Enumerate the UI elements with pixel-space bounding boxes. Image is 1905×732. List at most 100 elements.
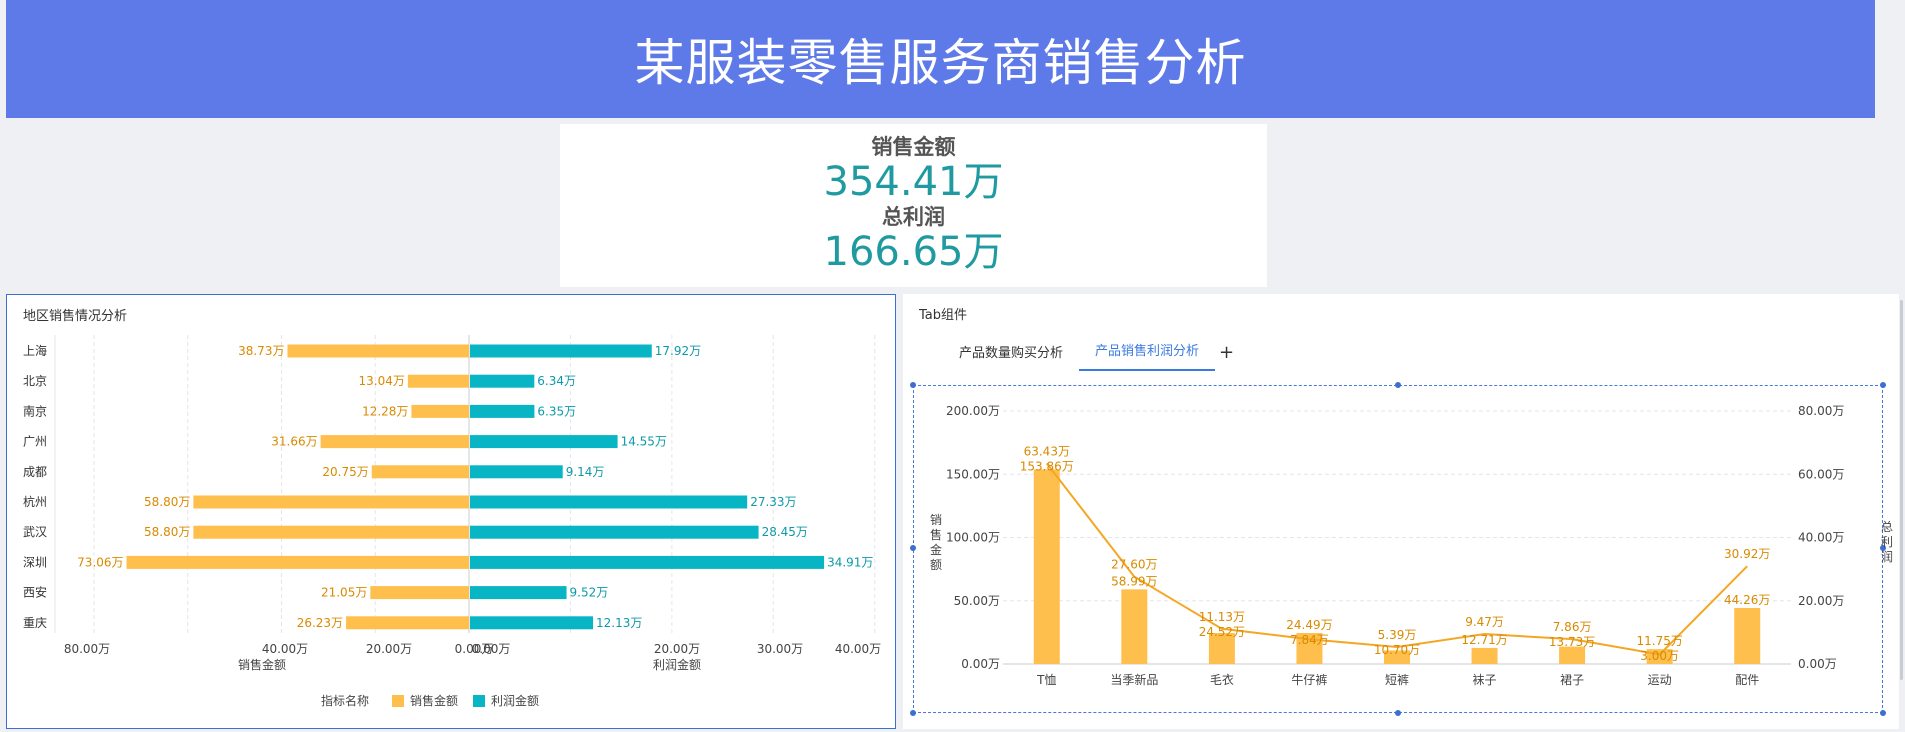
region-label: 南京 xyxy=(23,403,47,418)
tab-bar: 产品数量购买分析 产品销售利润分析 + xyxy=(943,340,1240,371)
left-axis-tick: 100.00万 xyxy=(946,531,1000,545)
profit-data-label: 34.91万 xyxy=(827,555,873,569)
left-axis-tick: 200.00万 xyxy=(946,404,1000,418)
profit-data-label: 17.92万 xyxy=(655,344,701,358)
chart-selection-box[interactable] xyxy=(910,382,1886,716)
profit-bar xyxy=(470,586,567,600)
sales-data-label: 31.66万 xyxy=(271,435,317,449)
profit-data-label: 7.86万 xyxy=(1553,620,1592,634)
right-axis-tick: 0.00万 xyxy=(472,642,511,656)
kpi-card: 销售金额 354.41万 总利润 166.65万 xyxy=(560,124,1267,287)
resize-handle-mr[interactable] xyxy=(1880,545,1886,551)
profit-bar xyxy=(470,404,535,418)
sales-data-label: 153.86万 xyxy=(1020,459,1074,473)
tab-component-panel[interactable]: Tab组件 产品数量购买分析 产品销售利润分析 + 0.00万 0.00万 50.0… xyxy=(903,294,1899,729)
region-label: 北京 xyxy=(23,374,47,388)
profit-data-label: 6.34万 xyxy=(537,374,576,388)
legend-swatch-sales xyxy=(392,695,404,707)
sales-data-label: 26.23万 xyxy=(297,616,343,630)
add-tab-icon[interactable]: + xyxy=(1219,342,1235,363)
category-tick: T恤 xyxy=(1036,673,1056,687)
category-tick: 运动 xyxy=(1648,673,1672,687)
page-title: 某服装零售服务商销售分析 xyxy=(634,34,1247,92)
resize-handle-tl[interactable] xyxy=(910,382,916,388)
sales-bar xyxy=(1208,632,1235,664)
right-axis-tick: 40.00万 xyxy=(1798,531,1844,545)
sales-data-label: 38.73万 xyxy=(238,344,284,358)
profit-bar xyxy=(470,435,618,449)
resize-handle-tm[interactable] xyxy=(1395,382,1401,388)
profit-bar xyxy=(470,555,825,569)
tab-product-quantity[interactable]: 产品数量购买分析 xyxy=(959,346,1064,361)
resize-handle-br[interactable] xyxy=(1880,710,1886,716)
region-panel-title: 地区销售情况分析 xyxy=(23,309,128,324)
right-axis-title-char: 利 xyxy=(1881,535,1893,549)
profit-bar xyxy=(470,495,748,509)
profit-data-label: 30.92万 xyxy=(1724,547,1770,561)
profit-bar xyxy=(470,374,535,388)
sales-bar xyxy=(346,616,469,630)
sales-data-label: 13.73万 xyxy=(1549,635,1595,649)
dashboard-header: 某服装零售服务商销售分析 xyxy=(6,0,1875,118)
left-axis-title-char: 金 xyxy=(930,542,942,557)
resize-handle-bl[interactable] xyxy=(910,710,916,716)
left-axis-tick: 0.00万 xyxy=(961,657,1000,671)
sales-data-label: 58.80万 xyxy=(144,525,190,539)
region-sales-panel[interactable]: 地区销售情况分析 上海 38.73万 17.92万北京 13.04万 6.34万南京 12… xyxy=(6,294,896,729)
sales-data-label: 20.75万 xyxy=(322,465,368,479)
left-axis-tick: 0.00万 xyxy=(455,642,494,656)
profit-data-label: 27.33万 xyxy=(750,495,796,509)
sales-data-label: 11.75万 xyxy=(1636,634,1682,648)
profit-bar xyxy=(470,344,652,358)
region-label: 杭州 xyxy=(23,494,47,509)
tab-panel-title: Tab组件 xyxy=(919,308,968,323)
profit-line xyxy=(1045,462,1748,656)
left-axis-title-char: 额 xyxy=(930,558,942,572)
left-axis-title-char: 销 xyxy=(930,513,942,527)
resize-handle-ml[interactable] xyxy=(910,545,916,551)
sales-data-label: 13.04万 xyxy=(359,374,405,388)
profit-data-label: 9.47万 xyxy=(1465,615,1504,629)
region-label: 上海 xyxy=(23,343,47,358)
left-axis-tick: 40.00万 xyxy=(262,642,308,656)
sales-bar xyxy=(126,555,469,569)
right-axis-title: 利润金额 xyxy=(653,657,701,672)
resize-handle-bm[interactable] xyxy=(1395,710,1401,716)
sales-data-label: 24.49万 xyxy=(1286,618,1332,632)
legend-title: 指标名称 xyxy=(321,693,369,708)
region-label: 重庆 xyxy=(23,616,47,630)
profit-bar xyxy=(470,525,759,539)
legend-label-profit: 利润金额 xyxy=(491,693,539,708)
sales-bar xyxy=(193,495,469,509)
profit-data-label: 12.13万 xyxy=(596,616,642,630)
profit-data-label: 9.14万 xyxy=(566,465,605,479)
category-tick: 毛衣 xyxy=(1210,672,1234,687)
sales-bar xyxy=(1384,650,1410,664)
category-tick: 袜子 xyxy=(1473,673,1497,687)
sales-data-label: 12.28万 xyxy=(362,404,408,418)
page-scrollbar[interactable] xyxy=(1900,300,1903,680)
right-axis-tick: 40.00万 xyxy=(835,642,881,656)
region-label: 武汉 xyxy=(23,525,47,539)
profit-data-label: 14.55万 xyxy=(621,435,667,449)
right-axis-tick: 30.00万 xyxy=(757,642,803,656)
sales-data-label: 24.52万 xyxy=(1199,625,1245,639)
sales-data-label: 12.71万 xyxy=(1461,633,1507,647)
total-profit-label: 总利润 xyxy=(882,205,945,229)
resize-handle-tr[interactable] xyxy=(1880,382,1886,388)
tab-product-sales-profit[interactable]: 产品销售利润分析 xyxy=(1079,340,1216,371)
sales-data-label: 73.06万 xyxy=(77,555,123,569)
profit-data-label: 63.43万 xyxy=(1024,444,1070,458)
region-label: 成都 xyxy=(23,465,47,479)
profit-data-label: 11.13万 xyxy=(1199,610,1245,624)
sales-data-label: 10.70万 xyxy=(1374,643,1420,657)
profit-data-label: 6.35万 xyxy=(537,404,576,418)
legend-label-sales: 销售金额 xyxy=(410,693,458,708)
right-axis-tick: 20.00万 xyxy=(1798,594,1844,608)
right-axis-tick: 80.00万 xyxy=(1798,404,1844,418)
sales-data-label: 58.80万 xyxy=(144,495,190,509)
legend-swatch-profit xyxy=(473,695,485,707)
right-axis-title-char: 总 xyxy=(1881,520,1893,534)
category-tick: 配件 xyxy=(1735,673,1759,687)
sales-bar xyxy=(1471,647,1498,664)
